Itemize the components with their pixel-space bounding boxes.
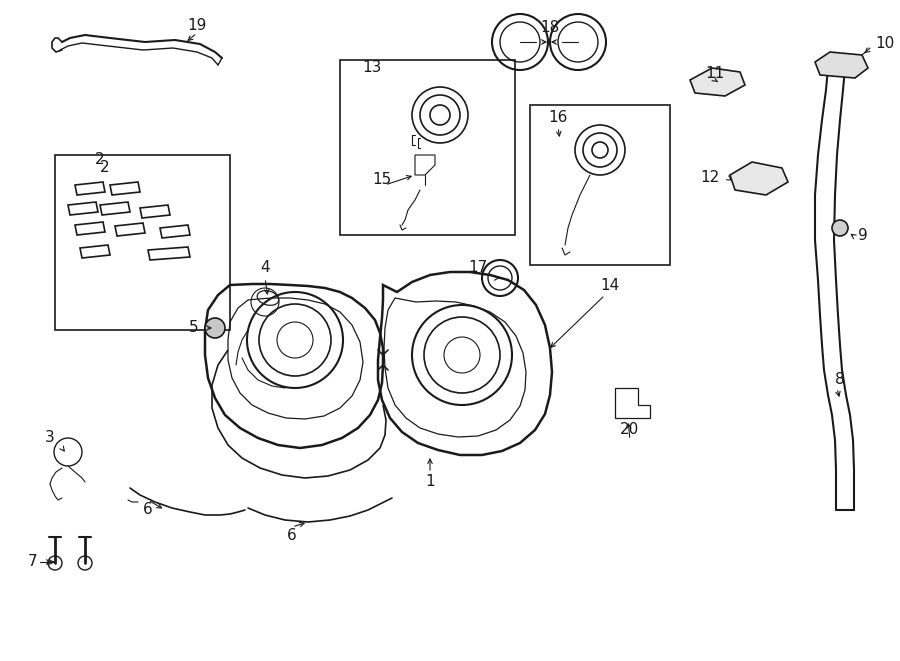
Text: 9: 9 [858, 227, 868, 243]
Text: 11: 11 [705, 67, 725, 81]
Text: 10: 10 [875, 36, 895, 50]
Polygon shape [730, 162, 788, 195]
Text: 14: 14 [600, 278, 619, 293]
Text: 13: 13 [362, 61, 382, 75]
Circle shape [205, 318, 225, 338]
Text: 16: 16 [548, 110, 567, 126]
Text: 3: 3 [45, 430, 55, 446]
Text: 19: 19 [187, 17, 207, 32]
Text: 2: 2 [95, 153, 104, 167]
Bar [340, 60, 515, 235]
Text: 17: 17 [469, 260, 488, 276]
Text: 20: 20 [620, 422, 639, 438]
Text: 1: 1 [425, 475, 435, 490]
Bar [55, 155, 230, 330]
Text: 12: 12 [701, 171, 720, 186]
Text: 6: 6 [287, 527, 297, 543]
Text: 5: 5 [188, 321, 198, 336]
Text: 8: 8 [835, 373, 844, 387]
Text: 7: 7 [28, 555, 38, 570]
Text: 4: 4 [260, 260, 270, 276]
Polygon shape [690, 68, 745, 96]
Polygon shape [815, 52, 868, 78]
Text: 15: 15 [372, 173, 392, 188]
Text: 2: 2 [100, 161, 110, 176]
Text: 18: 18 [540, 20, 560, 36]
Circle shape [832, 220, 848, 236]
Bar [530, 105, 670, 265]
Text: 6: 6 [143, 502, 153, 518]
